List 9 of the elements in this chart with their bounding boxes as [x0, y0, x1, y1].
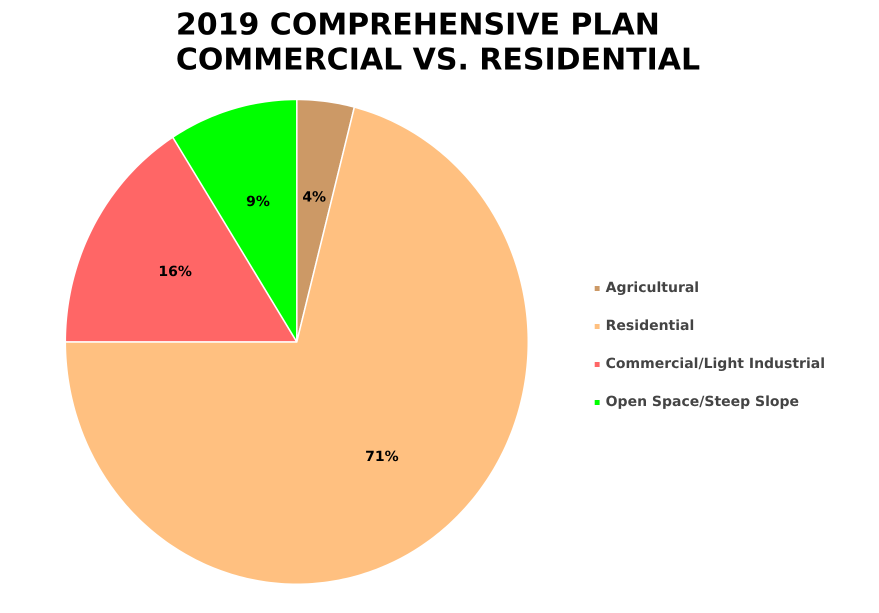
legend-label: Commercial/Light Industrial [606, 356, 825, 372]
legend-label: Agricultural [606, 280, 700, 296]
chart-title: 2019 COMPREHENSIVE PLAN COMMERCIAL VS. RESIDENTIAL [176, 8, 700, 78]
legend-label: Open Space/Steep Slope [606, 394, 800, 410]
data-label: 9% [246, 194, 270, 210]
legend-label: Residential [606, 318, 694, 334]
data-label: 4% [302, 190, 326, 206]
data-label: 71% [365, 448, 399, 465]
data-label: 16% [158, 264, 192, 280]
